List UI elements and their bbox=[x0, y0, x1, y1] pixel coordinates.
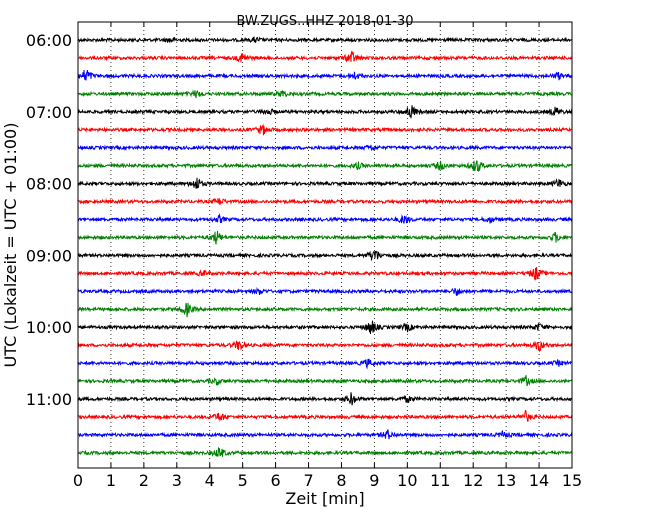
x-tick-label-5: 5 bbox=[238, 471, 248, 490]
x-axis-label: Zeit [min] bbox=[285, 489, 364, 508]
y-tick-label-3: 09:00 bbox=[26, 246, 72, 265]
y-axis: 06:00 07:00 08:00 09:00 10:00 11:00 bbox=[26, 31, 572, 409]
x-tick-label-11: 11 bbox=[430, 471, 450, 490]
y-tick-label-5: 11:00 bbox=[26, 390, 72, 409]
trace-1030 bbox=[77, 358, 573, 370]
y-tick-label-2: 08:00 bbox=[26, 175, 72, 194]
trace-0745 bbox=[77, 160, 573, 172]
trace-0715 bbox=[77, 123, 573, 136]
trace-0830 bbox=[77, 213, 573, 224]
trace-0615 bbox=[77, 50, 573, 63]
x-tick-label-6: 6 bbox=[271, 471, 281, 490]
trace-0645 bbox=[77, 89, 573, 99]
x-tick-label-7: 7 bbox=[303, 471, 313, 490]
x-tick-label-0: 0 bbox=[73, 471, 83, 490]
x-tick-label-1: 1 bbox=[106, 471, 116, 490]
trace-1115 bbox=[77, 409, 573, 422]
trace-1130 bbox=[77, 429, 573, 440]
grid-lines bbox=[110, 22, 540, 468]
y-tick-label-4: 10:00 bbox=[26, 318, 72, 337]
trace-1000 bbox=[77, 320, 573, 334]
trace-1100 bbox=[77, 392, 573, 406]
trace-1015 bbox=[77, 340, 573, 353]
y-tick-label-0: 06:00 bbox=[26, 31, 72, 50]
plot-frame bbox=[77, 21, 573, 469]
x-tick-label-15: 15 bbox=[562, 471, 582, 490]
x-tick-label-10: 10 bbox=[397, 471, 417, 490]
trace-0915 bbox=[77, 267, 573, 281]
y-tick-label-1: 07:00 bbox=[26, 103, 72, 122]
x-tick-label-4: 4 bbox=[205, 471, 215, 490]
x-tick-label-13: 13 bbox=[496, 471, 516, 490]
trace-0930 bbox=[77, 286, 573, 296]
x-tick-label-14: 14 bbox=[529, 471, 549, 490]
trace-0945 bbox=[77, 302, 573, 318]
trace-0800 bbox=[77, 177, 573, 189]
x-tick-label-12: 12 bbox=[463, 471, 483, 490]
x-tick-label-8: 8 bbox=[336, 471, 346, 490]
trace-0600 bbox=[77, 36, 573, 44]
trace-0845 bbox=[77, 231, 573, 245]
trace-0900 bbox=[77, 250, 573, 261]
trace-0700 bbox=[77, 105, 573, 119]
traces bbox=[77, 36, 573, 457]
x-tick-label-3: 3 bbox=[172, 471, 182, 490]
trace-1045 bbox=[77, 375, 573, 387]
x-tick-label-2: 2 bbox=[139, 471, 149, 490]
trace-1145 bbox=[77, 447, 573, 457]
trace-0630 bbox=[77, 69, 573, 81]
x-tick-label-9: 9 bbox=[369, 471, 379, 490]
trace-0815 bbox=[77, 197, 573, 206]
y-axis-label: UTC (Lokalzeit = UTC + 01:00) bbox=[1, 123, 20, 368]
trace-0730 bbox=[77, 144, 573, 152]
x-axis: 0 1 2 3 4 5 6 7 8 9 10 11 12 13 14 15 bbox=[73, 22, 582, 490]
